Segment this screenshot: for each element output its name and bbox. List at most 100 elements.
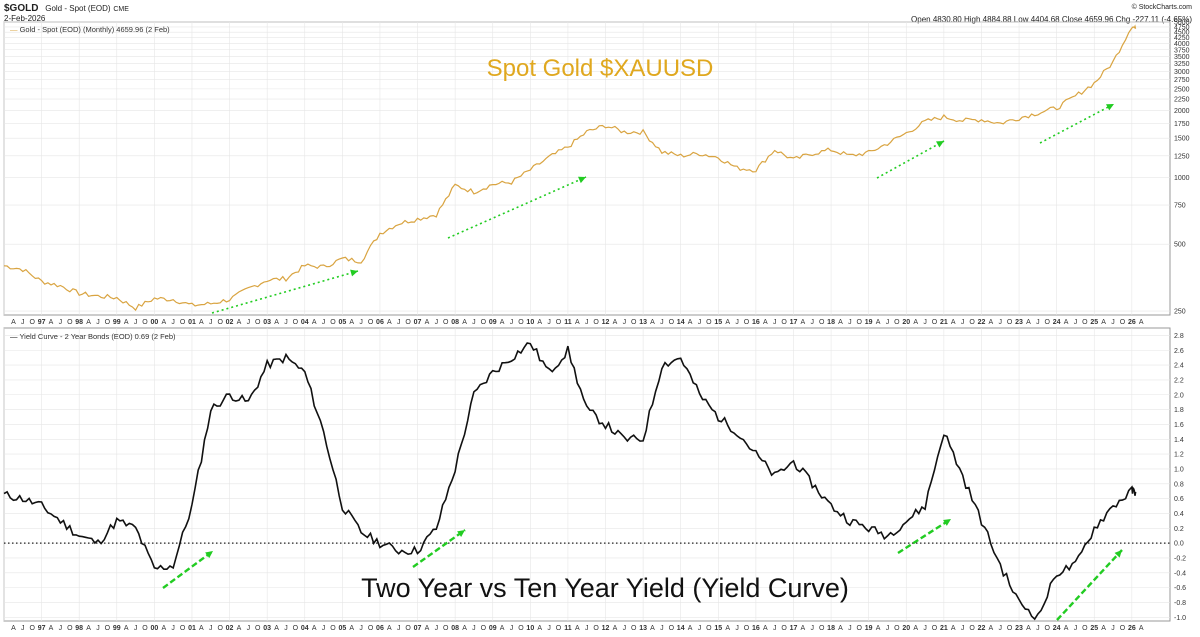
yield-y-tick-label: 2.8 — [1174, 333, 1184, 340]
gold-x-tick-label: 15 — [714, 319, 722, 326]
gold-x-tick-label: 16 — [752, 319, 760, 326]
gold-x-tick-label: J — [359, 319, 363, 326]
yield-trend-arrows — [162, 517, 1123, 621]
yield-x-tick-label: J — [322, 625, 326, 632]
gold-x-tick-label: O — [781, 319, 787, 326]
gold-x-tick-label: A — [462, 319, 467, 326]
yield-x-tick-label: J — [961, 625, 965, 632]
gold-y-tick-label: 3500 — [1174, 54, 1190, 61]
yield-x-tick-label: J — [1111, 625, 1115, 632]
yield-x-tick-label: 20 — [902, 625, 910, 632]
gold-x-tick-label: 99 — [113, 319, 121, 326]
gold-x-tick-label: O — [443, 319, 449, 326]
gold-x-tick-label: J — [660, 319, 664, 326]
gold-x-tick-label: O — [255, 319, 261, 326]
gold-trend-arrow-head — [936, 141, 944, 148]
gold-x-tick-label: J — [698, 319, 702, 326]
gold-x-tick-label: J — [886, 319, 890, 326]
gold-x-tick-label: O — [631, 319, 637, 326]
gold-x-tick-label: 00 — [150, 319, 158, 326]
gold-x-tick-label: J — [961, 319, 965, 326]
yield-x-tick-label: A — [1139, 625, 1144, 632]
gold-x-tick-label: J — [472, 319, 476, 326]
yield-x-tick-label: J — [585, 625, 589, 632]
gold-x-tick-label: A — [688, 319, 693, 326]
gold-x-tick-label: 17 — [790, 319, 798, 326]
gold-x-tick-label: A — [650, 319, 655, 326]
symbol-label: $GOLD Gold - Spot (EOD) CME — [4, 3, 129, 14]
yield-y-tick-label: 0.4 — [1174, 511, 1184, 518]
gold-x-tick-label: O — [481, 319, 487, 326]
yield-x-tick-label: 09 — [489, 625, 497, 632]
yield-y-tick-label: 2.0 — [1174, 392, 1184, 399]
yield-y-tick-label: 2.2 — [1174, 377, 1184, 384]
gold-x-tick-label: O — [969, 319, 975, 326]
yield-x-tick-label: A — [500, 625, 505, 632]
yield-x-tick-label: A — [913, 625, 918, 632]
gold-trend-arrow — [876, 140, 945, 179]
gold-y-tick-label: 1500 — [1174, 136, 1190, 143]
gold-x-tick-label: A — [537, 319, 542, 326]
yield-x-tick-label: O — [1120, 625, 1126, 632]
gold-x-tick-label: J — [547, 319, 551, 326]
gold-y-tick-label: 1750 — [1174, 121, 1190, 128]
gold-y-tick-label: 500 — [1174, 242, 1186, 249]
yield-x-tick-label: A — [1064, 625, 1069, 632]
gold-x-tick-label: 08 — [451, 319, 459, 326]
gold-trend-arrows — [211, 103, 1115, 314]
gold-x-tick-label: O — [1120, 319, 1126, 326]
yield-y-tick-label: 1.6 — [1174, 422, 1184, 429]
yield-y-tick-label: -1.0 — [1174, 615, 1186, 622]
yield-x-tick-label: 03 — [263, 625, 271, 632]
yield-x-tick-label: J — [171, 625, 175, 632]
gold-x-tick-label: O — [368, 319, 374, 326]
yield-x-tick-label: 24 — [1053, 625, 1061, 632]
yield-y-tick-label: 0.0 — [1174, 541, 1184, 548]
yield-x-tick-label: J — [886, 625, 890, 632]
yield-y-tick-label: -0.8 — [1174, 600, 1186, 607]
yield-trend-arrow — [1056, 549, 1123, 621]
gold-y-tick-label: 4000 — [1174, 41, 1190, 48]
gold-y-tick-label: 2750 — [1174, 77, 1190, 84]
yield-x-tick-label: J — [811, 625, 815, 632]
yield-y-tick-label: 1.8 — [1174, 407, 1184, 414]
yield-x-tick-label: O — [29, 625, 35, 632]
yield-x-tick-label: J — [547, 625, 551, 632]
gold-x-axis: A J O 97 A J O 98 A J O 99 A J O 00 A J O 01 A J O 02 A J O 03 A J O 04… — [11, 319, 1144, 326]
gold-x-tick-label: A — [763, 319, 768, 326]
yield-x-tick-label: 08 — [451, 625, 459, 632]
yield-x-tick-label: 25 — [1090, 625, 1098, 632]
yield-x-tick-label: 07 — [414, 625, 422, 632]
gold-legend-text: Gold - Spot (EOD) (Monthly) 4659.96 (2 F… — [20, 25, 171, 34]
yield-x-tick-label: A — [650, 625, 655, 632]
yield-x-tick-label: J — [435, 625, 439, 632]
gold-x-tick-label: A — [425, 319, 430, 326]
yield-x-tick-label: J — [698, 625, 702, 632]
gold-x-tick-label: J — [811, 319, 815, 326]
yield-x-tick-label: A — [199, 625, 204, 632]
yield-y-tick-label: -0.4 — [1174, 570, 1186, 577]
gold-y-tick-label: 4500 — [1174, 30, 1190, 37]
yield-legend-text: Yield Curve - 2 Year Bonds (EOD) 0.69 (2… — [19, 332, 176, 341]
gold-x-tick-label: O — [706, 319, 712, 326]
yield-x-tick-label: 02 — [226, 625, 234, 632]
gold-y-axis: 250 500 750 1000 1250 1500 1750 2000 2250 2500 275… — [1174, 20, 1190, 316]
gold-x-tick-label: O — [1045, 319, 1051, 326]
yield-trend-arrow — [412, 529, 466, 568]
chart-date: 2-Feb-2026 — [4, 14, 46, 23]
gold-x-tick-label: A — [199, 319, 204, 326]
yield-x-tick-label: 11 — [564, 625, 572, 632]
gold-y-tick-label: 250 — [1174, 309, 1186, 316]
gold-x-tick-label: J — [397, 319, 401, 326]
gold-y-tick-label: 3000 — [1174, 69, 1190, 76]
gold-chart-title: Spot Gold $XAUUSD — [487, 55, 714, 82]
yield-trend-arrow-head — [943, 519, 951, 526]
yield-x-tick-label: 01 — [188, 625, 196, 632]
gold-x-tick-label: J — [1074, 319, 1078, 326]
yield-y-tick-label: 1.0 — [1174, 466, 1184, 473]
gold-x-tick-label: J — [96, 319, 100, 326]
yield-x-tick-label: A — [237, 625, 242, 632]
gold-x-tick-label: A — [312, 319, 317, 326]
gold-x-tick-label: A — [11, 319, 16, 326]
